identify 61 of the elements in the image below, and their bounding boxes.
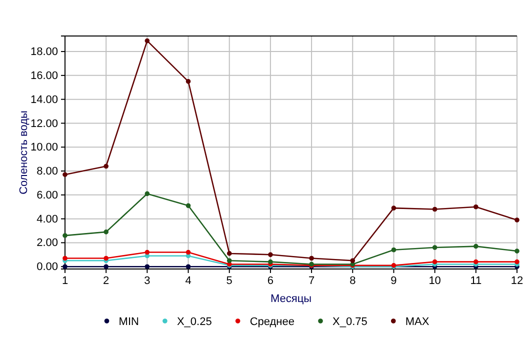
point — [62, 172, 68, 178]
x-tick-label: 6 — [267, 274, 274, 287]
point — [104, 230, 108, 234]
x-tick-label: 4 — [185, 274, 192, 287]
point — [391, 206, 396, 210]
y-tick-label: 18.00 — [30, 46, 58, 58]
point — [226, 258, 232, 264]
point — [144, 191, 150, 196]
point — [104, 264, 108, 270]
point — [144, 264, 150, 270]
y-tick-label: 0.00 — [36, 261, 58, 274]
point — [474, 204, 478, 210]
point — [62, 256, 68, 261]
point — [432, 245, 438, 250]
y-tick-label: 12.00 — [30, 118, 58, 130]
point — [186, 250, 191, 255]
legend-label: MIN — [118, 316, 139, 328]
legend-label: MAX — [405, 316, 430, 328]
point — [432, 206, 438, 212]
x-tick-label: 1 — [62, 274, 68, 287]
point — [514, 248, 520, 254]
x-tick-label: 11 — [470, 274, 482, 287]
legend-label: X_0.25 — [176, 316, 212, 328]
x-tick-label: 10 — [428, 274, 441, 287]
point — [514, 259, 520, 264]
point — [268, 259, 273, 264]
y-tick-label: 8.00 — [36, 166, 58, 178]
x-tick-label: 3 — [144, 274, 150, 287]
x-tick-label: 5 — [226, 274, 232, 287]
point — [514, 218, 520, 222]
point — [268, 252, 273, 258]
point — [104, 256, 108, 261]
point — [144, 38, 150, 44]
point — [186, 203, 191, 208]
point — [186, 264, 191, 270]
x-tick-label: 9 — [390, 274, 397, 287]
legend-label: X_0.75 — [332, 316, 368, 328]
x-axis-title: Месяцы — [270, 293, 312, 305]
point — [432, 259, 438, 264]
legend-label: Среднее — [250, 316, 294, 328]
point — [309, 256, 314, 261]
y-tick-label: 2.00 — [36, 237, 58, 250]
y-axis-title: Соленость воды — [18, 110, 30, 194]
point — [144, 250, 150, 255]
y-tick-label: 14.00 — [30, 94, 58, 106]
x-tick-label: 2 — [103, 274, 110, 287]
point — [104, 164, 108, 169]
point — [350, 258, 356, 264]
y-tick-label: 4.00 — [36, 213, 58, 226]
point — [226, 251, 232, 256]
y-tick-label: 10.00 — [30, 142, 58, 154]
x-tick-label: 7 — [308, 274, 315, 287]
point — [474, 259, 478, 264]
x-tick-label: 12 — [510, 274, 524, 287]
x-tick-label: 8 — [350, 274, 356, 287]
y-tick-label: 6.00 — [36, 189, 58, 202]
point — [62, 233, 68, 238]
y-tick-label: 16.00 — [30, 70, 58, 82]
point — [474, 244, 478, 249]
point — [391, 247, 396, 252]
point — [186, 79, 191, 84]
